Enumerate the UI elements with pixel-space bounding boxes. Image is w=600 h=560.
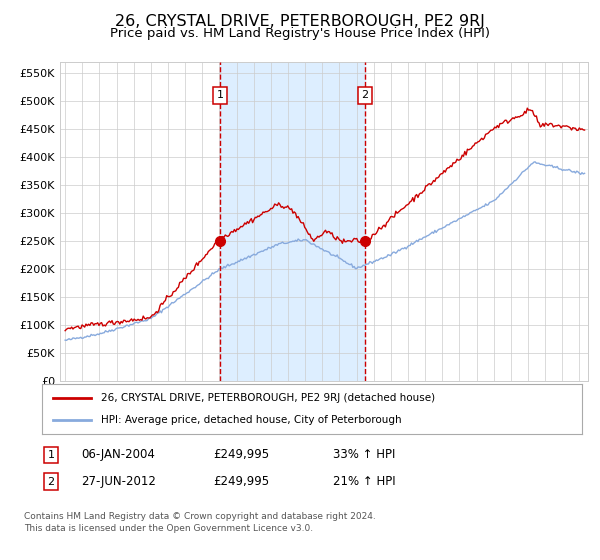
- Text: 2: 2: [47, 477, 55, 487]
- Text: £249,995: £249,995: [213, 448, 269, 461]
- Text: Contains HM Land Registry data © Crown copyright and database right 2024.
This d: Contains HM Land Registry data © Crown c…: [24, 512, 376, 533]
- Text: HPI: Average price, detached house, City of Peterborough: HPI: Average price, detached house, City…: [101, 415, 402, 425]
- Text: 21% ↑ HPI: 21% ↑ HPI: [333, 475, 395, 488]
- Text: £249,995: £249,995: [213, 475, 269, 488]
- Bar: [220, 62, 365, 381]
- Text: 27-JUN-2012: 27-JUN-2012: [81, 475, 156, 488]
- Text: 33% ↑ HPI: 33% ↑ HPI: [333, 448, 395, 461]
- Text: 06-JAN-2004: 06-JAN-2004: [81, 448, 155, 461]
- Text: Price paid vs. HM Land Registry's House Price Index (HPI): Price paid vs. HM Land Registry's House …: [110, 27, 490, 40]
- Text: 1: 1: [217, 90, 223, 100]
- Text: 26, CRYSTAL DRIVE, PETERBOROUGH, PE2 9RJ (detached house): 26, CRYSTAL DRIVE, PETERBOROUGH, PE2 9RJ…: [101, 393, 436, 403]
- Text: 2: 2: [361, 90, 368, 100]
- Text: 26, CRYSTAL DRIVE, PETERBOROUGH, PE2 9RJ: 26, CRYSTAL DRIVE, PETERBOROUGH, PE2 9RJ: [115, 14, 485, 29]
- Text: 1: 1: [47, 450, 55, 460]
